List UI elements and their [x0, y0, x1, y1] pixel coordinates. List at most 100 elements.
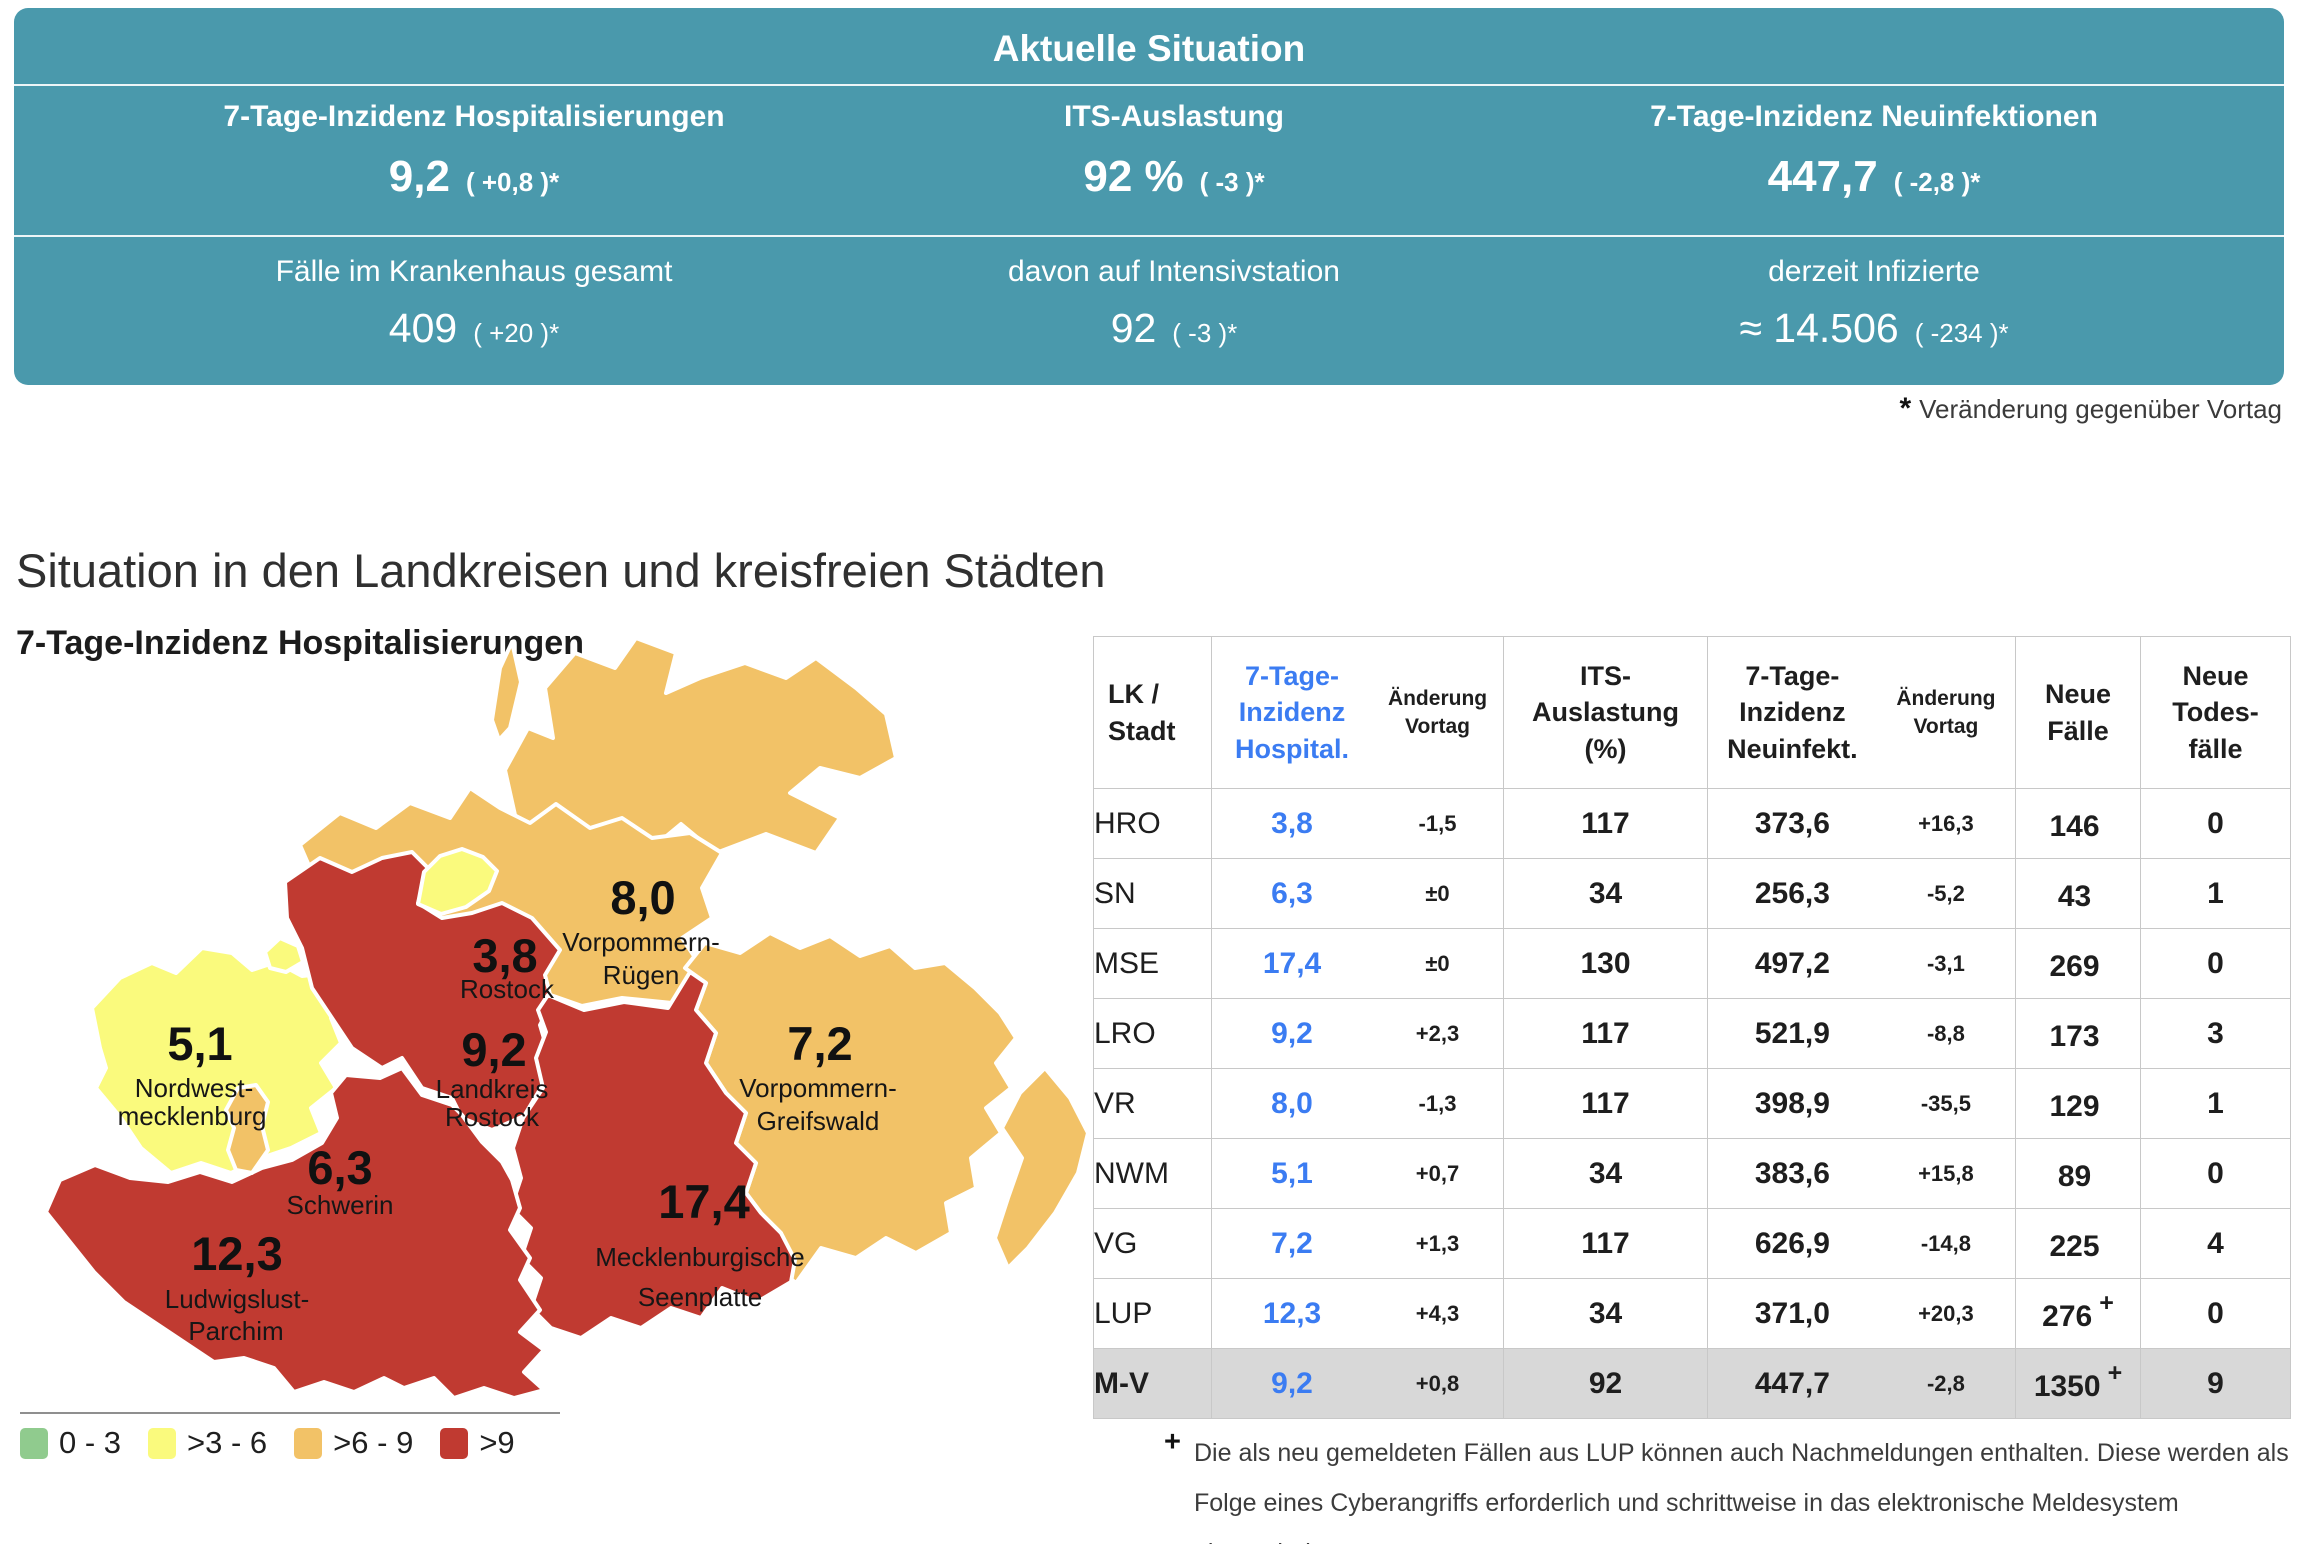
cell-new-cases: 146: [2049, 810, 2100, 843]
cell-district-code: VR: [1093, 1068, 1212, 1139]
map-region-schwerin[interactable]: [224, 1083, 270, 1175]
col-header-icu-utilization: ITS- Auslastung (%): [1503, 636, 1708, 789]
header-line: Auslastung: [1531, 697, 1679, 728]
cell-neu-value: 497,2: [1754, 946, 1830, 980]
cell-district-code: MSE: [1093, 928, 1212, 999]
metric-label: 7-Tage-Inzidenz Neuinfektionen: [1650, 100, 2098, 133]
map-label-vorpommern-ruegen-value: 8,0: [610, 871, 675, 924]
metric-hospital-cases-total: Fälle im Krankenhaus gesamt 409 ( +20 )*: [124, 237, 824, 386]
metric-label: ITS-Auslastung: [1063, 100, 1284, 133]
table-row-sn: SN 6,3 ±0 34 256,3 -5,2 43 1: [1093, 858, 2291, 929]
header-line: 7-Tage-: [1745, 660, 1840, 691]
cell-district-code: VG: [1093, 1208, 1212, 1279]
map-region-nordwestmecklenburg[interactable]: [90, 946, 348, 1175]
legend-item-6-9: >6 - 9: [294, 1425, 413, 1461]
table-row-hro: HRO 3,8 -1,5 117 373,6 +16,3 146 0: [1093, 788, 2291, 859]
cell-neu-change: -3,1: [1926, 950, 1965, 976]
cell-new-cases: 225: [2049, 1230, 2100, 1263]
cell-new-cases: 269: [2049, 950, 2100, 983]
metric-newinfection-incidence: 7-Tage-Inzidenz Neuinfektionen 447,7 ( -2…: [1524, 86, 2224, 235]
map-region-rostock-stadt[interactable]: [416, 847, 499, 916]
legend-label: 0 - 3: [59, 1425, 122, 1460]
cell-hosp-value: 5,1: [1271, 1156, 1313, 1190]
cell-neu-value: 256,3: [1754, 876, 1830, 910]
cell-neu-change: -5,2: [1926, 880, 1965, 906]
metric-label: derzeit Infizierte: [1768, 254, 1980, 288]
metric-change: ( -234 )*: [1914, 317, 2009, 348]
divider: [14, 234, 2284, 237]
cell-district-code: NWM: [1093, 1138, 1212, 1209]
cell-district-code: SN: [1093, 858, 1212, 929]
cell-icu: 130: [1503, 928, 1708, 999]
map-label-landkreis-rostock-name1: Landkreis: [436, 1074, 549, 1104]
metric-change: ( -3 )*: [1172, 317, 1238, 348]
map-label-vorpommern-greifswald-name1: Vorpommern-: [739, 1073, 897, 1103]
header-line: Neue: [2182, 660, 2249, 691]
cell-new-cases: 173: [2049, 1020, 2100, 1053]
metric-change: ( -2,8 )*: [1893, 167, 1981, 197]
cell-icu: 117: [1503, 998, 1708, 1069]
map-label-mecklenburgische-seenplatte-value: 17,4: [658, 1175, 749, 1228]
cell-neu-change: +15,8: [1918, 1160, 1974, 1186]
note-text: Veränderung gegenüber Vortag: [1919, 394, 2282, 424]
cell-icu: 34: [1503, 858, 1708, 929]
header-line: ITS-: [1580, 660, 1631, 691]
table-row-vg: VG 7,2 +1,3 117 626,9 -14,8 225 4: [1093, 1208, 2291, 1279]
cell-new-cases: 1350: [2033, 1370, 2101, 1403]
legend-item-9plus: >9: [440, 1425, 515, 1461]
map-region-ludwigslust-parchim[interactable]: [44, 1066, 546, 1400]
cell-hosp-change: +0,7: [1415, 1160, 1460, 1186]
col-header-hosp-incidence: 7-Tage- Inzidenz Hospital. Änderung Vortag: [1211, 636, 1504, 789]
legend-label: >9: [479, 1425, 515, 1460]
change-vs-previous-day-note: * Veränderung gegenüber Vortag: [1899, 392, 2282, 426]
legend-item-3-6: >3 - 6: [148, 1425, 267, 1461]
legend-divider: [20, 1412, 560, 1414]
metric-change: ( +20 )*: [473, 317, 560, 348]
cell-new-deaths: 3: [2140, 998, 2291, 1069]
metric-value: 447,7: [1767, 152, 1878, 201]
legend-swatch-yellow: [148, 1427, 177, 1459]
cell-district-code: LRO: [1093, 998, 1212, 1069]
cell-new-deaths: 4: [2140, 1208, 2291, 1279]
map-region-vorpommern-ruegen-island[interactable]: [503, 636, 898, 855]
header-line: fälle: [2188, 733, 2243, 764]
map-region-mecklenburgische-seenplatte[interactable]: [509, 970, 797, 1340]
map-label-rostock-name: Rostock: [460, 974, 555, 1004]
legend-item-0-3: 0 - 3: [20, 1425, 121, 1461]
metric-value: 9,2: [388, 152, 450, 201]
table-row-lro: LRO 9,2 +2,3 117 521,9 -8,8 173 3: [1093, 998, 2291, 1069]
table-row-nwm: NWM 5,1 +0,7 34 383,6 +15,8 89 0: [1093, 1138, 2291, 1209]
map-region-hiddensee[interactable]: [490, 640, 523, 742]
metric-label: Fälle im Krankenhaus gesamt: [275, 254, 673, 288]
cell-neu-value: 371,0: [1754, 1296, 1830, 1330]
map-region-usedom[interactable]: [993, 1066, 1090, 1270]
cell-hosp-value: 12,3: [1262, 1296, 1322, 1330]
cell-new-cases-marker: +: [2099, 1289, 2114, 1317]
footnote-line: Die als neu gemeldeten Fällen aus LUP kö…: [1194, 1439, 2289, 1467]
header-line: Stadt: [1108, 715, 1176, 746]
header-line: Inzidenz: [1238, 697, 1346, 728]
cell-new-cases-marker: +: [2107, 1359, 2123, 1387]
cell-hosp-value: 6,3: [1271, 876, 1313, 910]
map-label-vorpommern-ruegen-name1: Vorpommern-: [562, 927, 720, 957]
map-label-landkreis-rostock-value: 9,2: [461, 1023, 526, 1076]
footnote-line: Folge eines Cyberangriffs erforderlich u…: [1194, 1489, 2179, 1517]
cell-hosp-value: 8,0: [1271, 1086, 1313, 1120]
cell-district-code: HRO: [1093, 788, 1212, 859]
col-header-newinfection-incidence: 7-Tage- Inzidenz Neuinfekt. Änderung Vortag: [1707, 636, 2016, 789]
header-line: Neue: [2044, 679, 2112, 710]
banner-title: Aktuelle Situation: [992, 28, 1306, 69]
map-label-vorpommern-greifswald-value: 7,2: [787, 1017, 852, 1070]
cell-icu: 117: [1503, 788, 1708, 859]
cell-neu-change: -2,8: [1926, 1370, 1965, 1396]
cell-new-cases: 276: [2042, 1300, 2093, 1333]
cell-hosp-value: 9,2: [1271, 1366, 1313, 1400]
banner-primary-metrics: 7-Tage-Inzidenz Hospitalisierungen 9,2 ( …: [14, 86, 2284, 235]
cell-new-deaths: 0: [2140, 788, 2291, 859]
map-region-poel-island[interactable]: [263, 936, 305, 974]
cell-neu-value: 626,9: [1754, 1226, 1830, 1260]
cell-icu: 34: [1503, 1138, 1708, 1209]
col-header-lk-stadt: LK / Stadt: [1093, 636, 1212, 789]
cell-neu-value: 398,9: [1754, 1086, 1830, 1120]
